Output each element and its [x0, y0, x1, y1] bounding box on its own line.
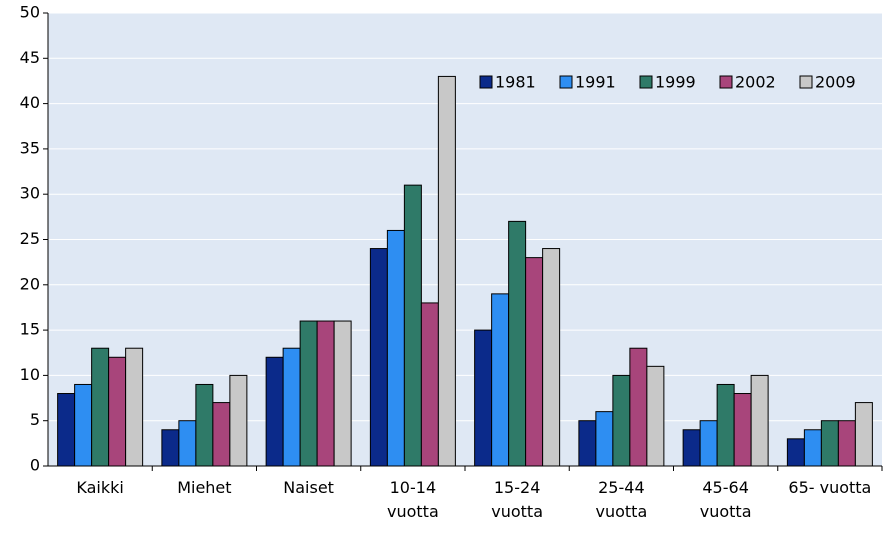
- bar: [646, 365, 665, 467]
- legend-swatch: [719, 75, 733, 89]
- y-tick-label: 20: [20, 274, 40, 293]
- bar: [178, 420, 197, 467]
- bar: [333, 320, 352, 467]
- bar: [161, 429, 180, 467]
- bar: [212, 402, 231, 467]
- x-tick-label: 10-14 vuotta: [387, 478, 439, 521]
- bar: [282, 347, 301, 467]
- y-tick-label: 50: [20, 3, 40, 22]
- bar: [74, 383, 93, 467]
- bar: [595, 411, 614, 467]
- bar: [578, 420, 597, 467]
- x-tick-label: 45-64 vuotta: [699, 478, 752, 521]
- bar: [803, 429, 822, 467]
- bar: [474, 329, 493, 467]
- bar: [820, 420, 839, 467]
- legend-label: 1981: [495, 73, 536, 92]
- bar: [195, 383, 214, 467]
- bar: [629, 347, 648, 467]
- legend-label: 1991: [575, 73, 616, 92]
- bar: [612, 374, 631, 467]
- y-tick-label: 25: [20, 229, 40, 248]
- bar: [91, 347, 110, 467]
- y-tick-label: 45: [20, 48, 40, 67]
- bar: [316, 320, 335, 467]
- bar: [265, 356, 284, 467]
- bar: [386, 229, 405, 467]
- legend-swatch: [479, 75, 493, 89]
- bar: [508, 220, 527, 467]
- bar: [750, 374, 769, 467]
- bar: [369, 248, 388, 467]
- legend-swatch: [559, 75, 573, 89]
- bar: [229, 374, 248, 467]
- bar: [525, 257, 544, 467]
- y-tick-label: 35: [20, 138, 40, 157]
- legend-swatch: [639, 75, 653, 89]
- x-tick-label: 65- vuotta: [788, 478, 872, 497]
- y-tick-label: 40: [20, 93, 40, 112]
- y-tick-label: 0: [30, 456, 40, 475]
- x-tick-label: 25-44 vuotta: [595, 478, 648, 521]
- legend-label: 2009: [815, 73, 856, 92]
- y-tick-label: 10: [20, 365, 40, 384]
- bar: [57, 393, 76, 467]
- legend-swatch: [799, 75, 813, 89]
- x-tick-label: Kaikki: [76, 478, 124, 497]
- bar: [491, 293, 510, 467]
- legend-label: 2002: [735, 73, 776, 92]
- bar: [682, 429, 701, 467]
- bar: [733, 393, 752, 467]
- bar: [786, 438, 805, 467]
- bar: [403, 184, 422, 467]
- bar: [542, 248, 561, 467]
- y-tick-label: 5: [30, 410, 40, 429]
- bar: [837, 420, 856, 467]
- bar: [716, 383, 735, 467]
- bar: [854, 402, 873, 467]
- bar: [420, 302, 439, 467]
- y-tick-label: 15: [20, 320, 40, 339]
- bar: [699, 420, 718, 467]
- bar: [108, 356, 127, 467]
- x-tick-label: Miehet: [177, 478, 232, 497]
- bar: [125, 347, 144, 467]
- x-tick-label: 15-24 vuotta: [491, 478, 543, 521]
- x-tick-label: Naiset: [283, 478, 334, 497]
- bar: [437, 75, 456, 467]
- legend-label: 1999: [655, 73, 696, 92]
- bar: [299, 320, 318, 467]
- y-tick-label: 30: [20, 184, 40, 203]
